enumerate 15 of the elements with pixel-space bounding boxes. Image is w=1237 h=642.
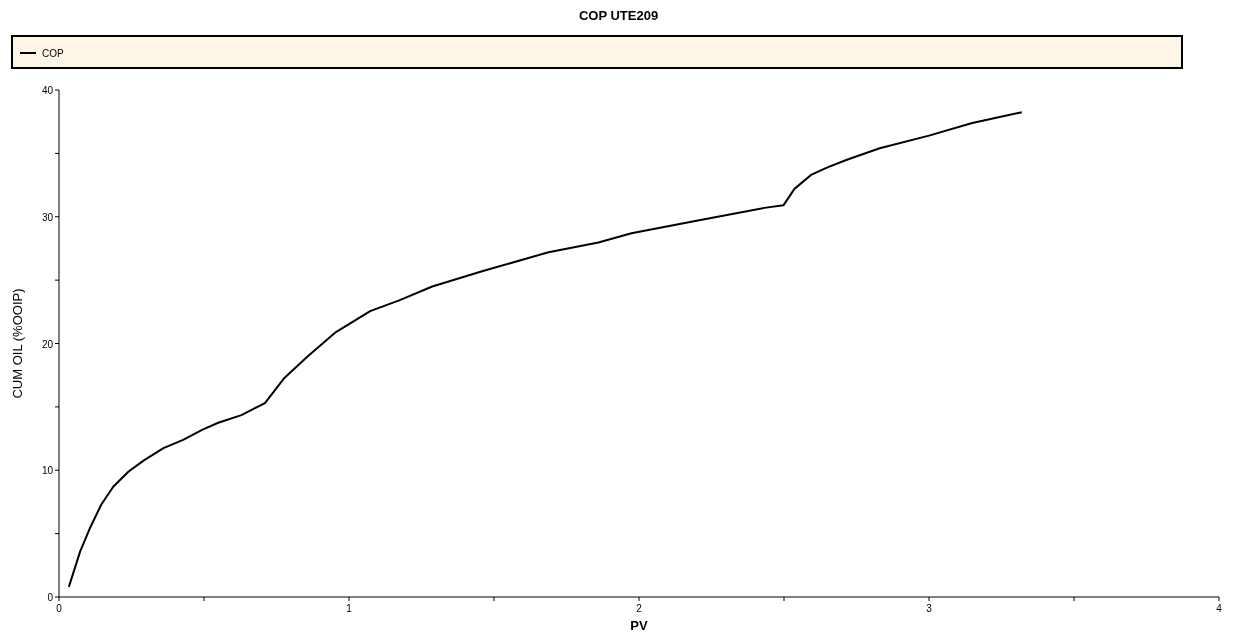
- y-tick-label: 20: [41, 338, 54, 350]
- x-tick-label: 0: [56, 603, 63, 614]
- y-axis-title: CUM OIL (%OOIP): [10, 288, 25, 399]
- x-tick-label: 3: [926, 603, 933, 614]
- x-tick-label: 2: [636, 603, 643, 614]
- legend-label: COP: [42, 48, 64, 59]
- y-tick-label: 0: [47, 592, 54, 603]
- x-tick-label: 4: [1216, 603, 1223, 614]
- y-tick-label: 30: [41, 211, 54, 223]
- x-tick-label: 1: [346, 603, 353, 614]
- y-tick-label: 40: [41, 85, 54, 96]
- y-tick-label: 10: [41, 465, 54, 477]
- x-axis-title: PV: [630, 618, 648, 633]
- line-series: [67, 111, 1023, 588]
- chart-title: COP UTE209: [578, 8, 659, 23]
